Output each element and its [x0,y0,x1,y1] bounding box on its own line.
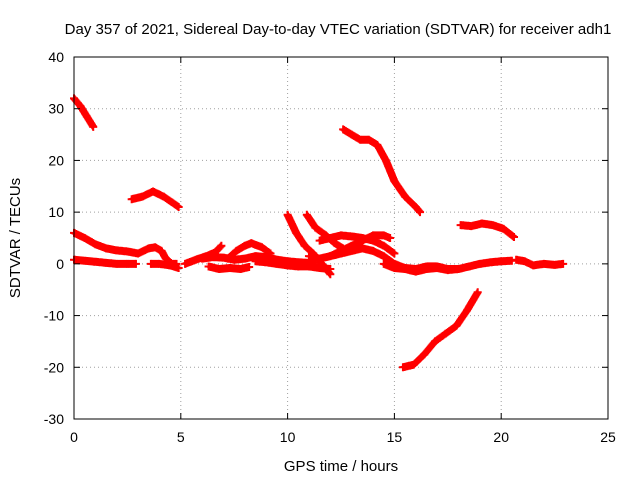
y-tick-label: 30 [48,101,64,117]
data-point [454,265,463,274]
series-arc-19 [398,288,482,372]
data-point [390,249,399,258]
series-arc-17 [339,125,425,217]
data-point-trail [500,225,517,241]
data-point-trail [284,211,300,236]
series-arc-04 [70,255,140,268]
series-arc-18 [456,219,519,241]
x-tick-label: 5 [177,429,185,445]
y-axis-label: SDTVAR / TECUs [7,178,24,298]
y-tick-label: 40 [48,49,64,65]
data-point [245,262,254,271]
series-arc-02 [127,187,183,211]
x-tick-label: 0 [70,429,78,445]
data-point-trail [410,351,428,368]
x-tick-label: 20 [493,429,509,445]
data-point [559,259,568,268]
data-point [326,270,335,279]
y-tick-labels: -30 -20 -10 0 10 20 30 40 [44,49,64,427]
x-tick-label: 10 [280,429,296,445]
x-tick-label: 25 [600,429,616,445]
data-point-trail [421,338,439,358]
data-point [89,122,98,131]
data-point [174,202,183,211]
data-point-trail [373,142,390,164]
x-tick-labels: 0 5 10 15 20 25 [70,429,616,445]
grid [74,57,608,419]
y-tick-label: 10 [48,204,64,220]
data-point-trail [453,307,471,329]
plot-frame [73,56,609,420]
data-point [174,263,183,272]
data-point-trail [402,193,419,211]
y-tick-label: -20 [44,359,64,375]
y-tick-label: -30 [44,411,64,427]
data-point [416,208,425,217]
data-point [131,259,140,268]
data-point-trail [160,193,182,211]
data-point-trail [463,289,482,314]
data-series [70,94,568,372]
data-point-trail [303,211,319,231]
data-point-trail [292,229,308,249]
data-point [507,256,516,265]
y-tick-label: -10 [44,308,64,324]
data-point [510,232,519,241]
y-tick-label: 0 [56,256,64,272]
y-tick-label: 20 [48,152,64,168]
x-axis-label: GPS time / hours [284,458,398,475]
chart-title: Day 357 of 2021, Sidereal Day-to-day VTE… [65,21,612,38]
series-arc-20 [512,255,568,270]
series-arc-16 [379,259,463,276]
data-point-trail [318,260,334,278]
data-point-trail [391,178,409,200]
axis-ticks [73,56,609,420]
series-arc-05 [146,259,183,272]
data-point [217,241,226,250]
x-tick-label: 15 [387,429,403,445]
data-point [473,288,482,297]
series-arc-07 [204,262,254,274]
data-point [386,234,395,242]
